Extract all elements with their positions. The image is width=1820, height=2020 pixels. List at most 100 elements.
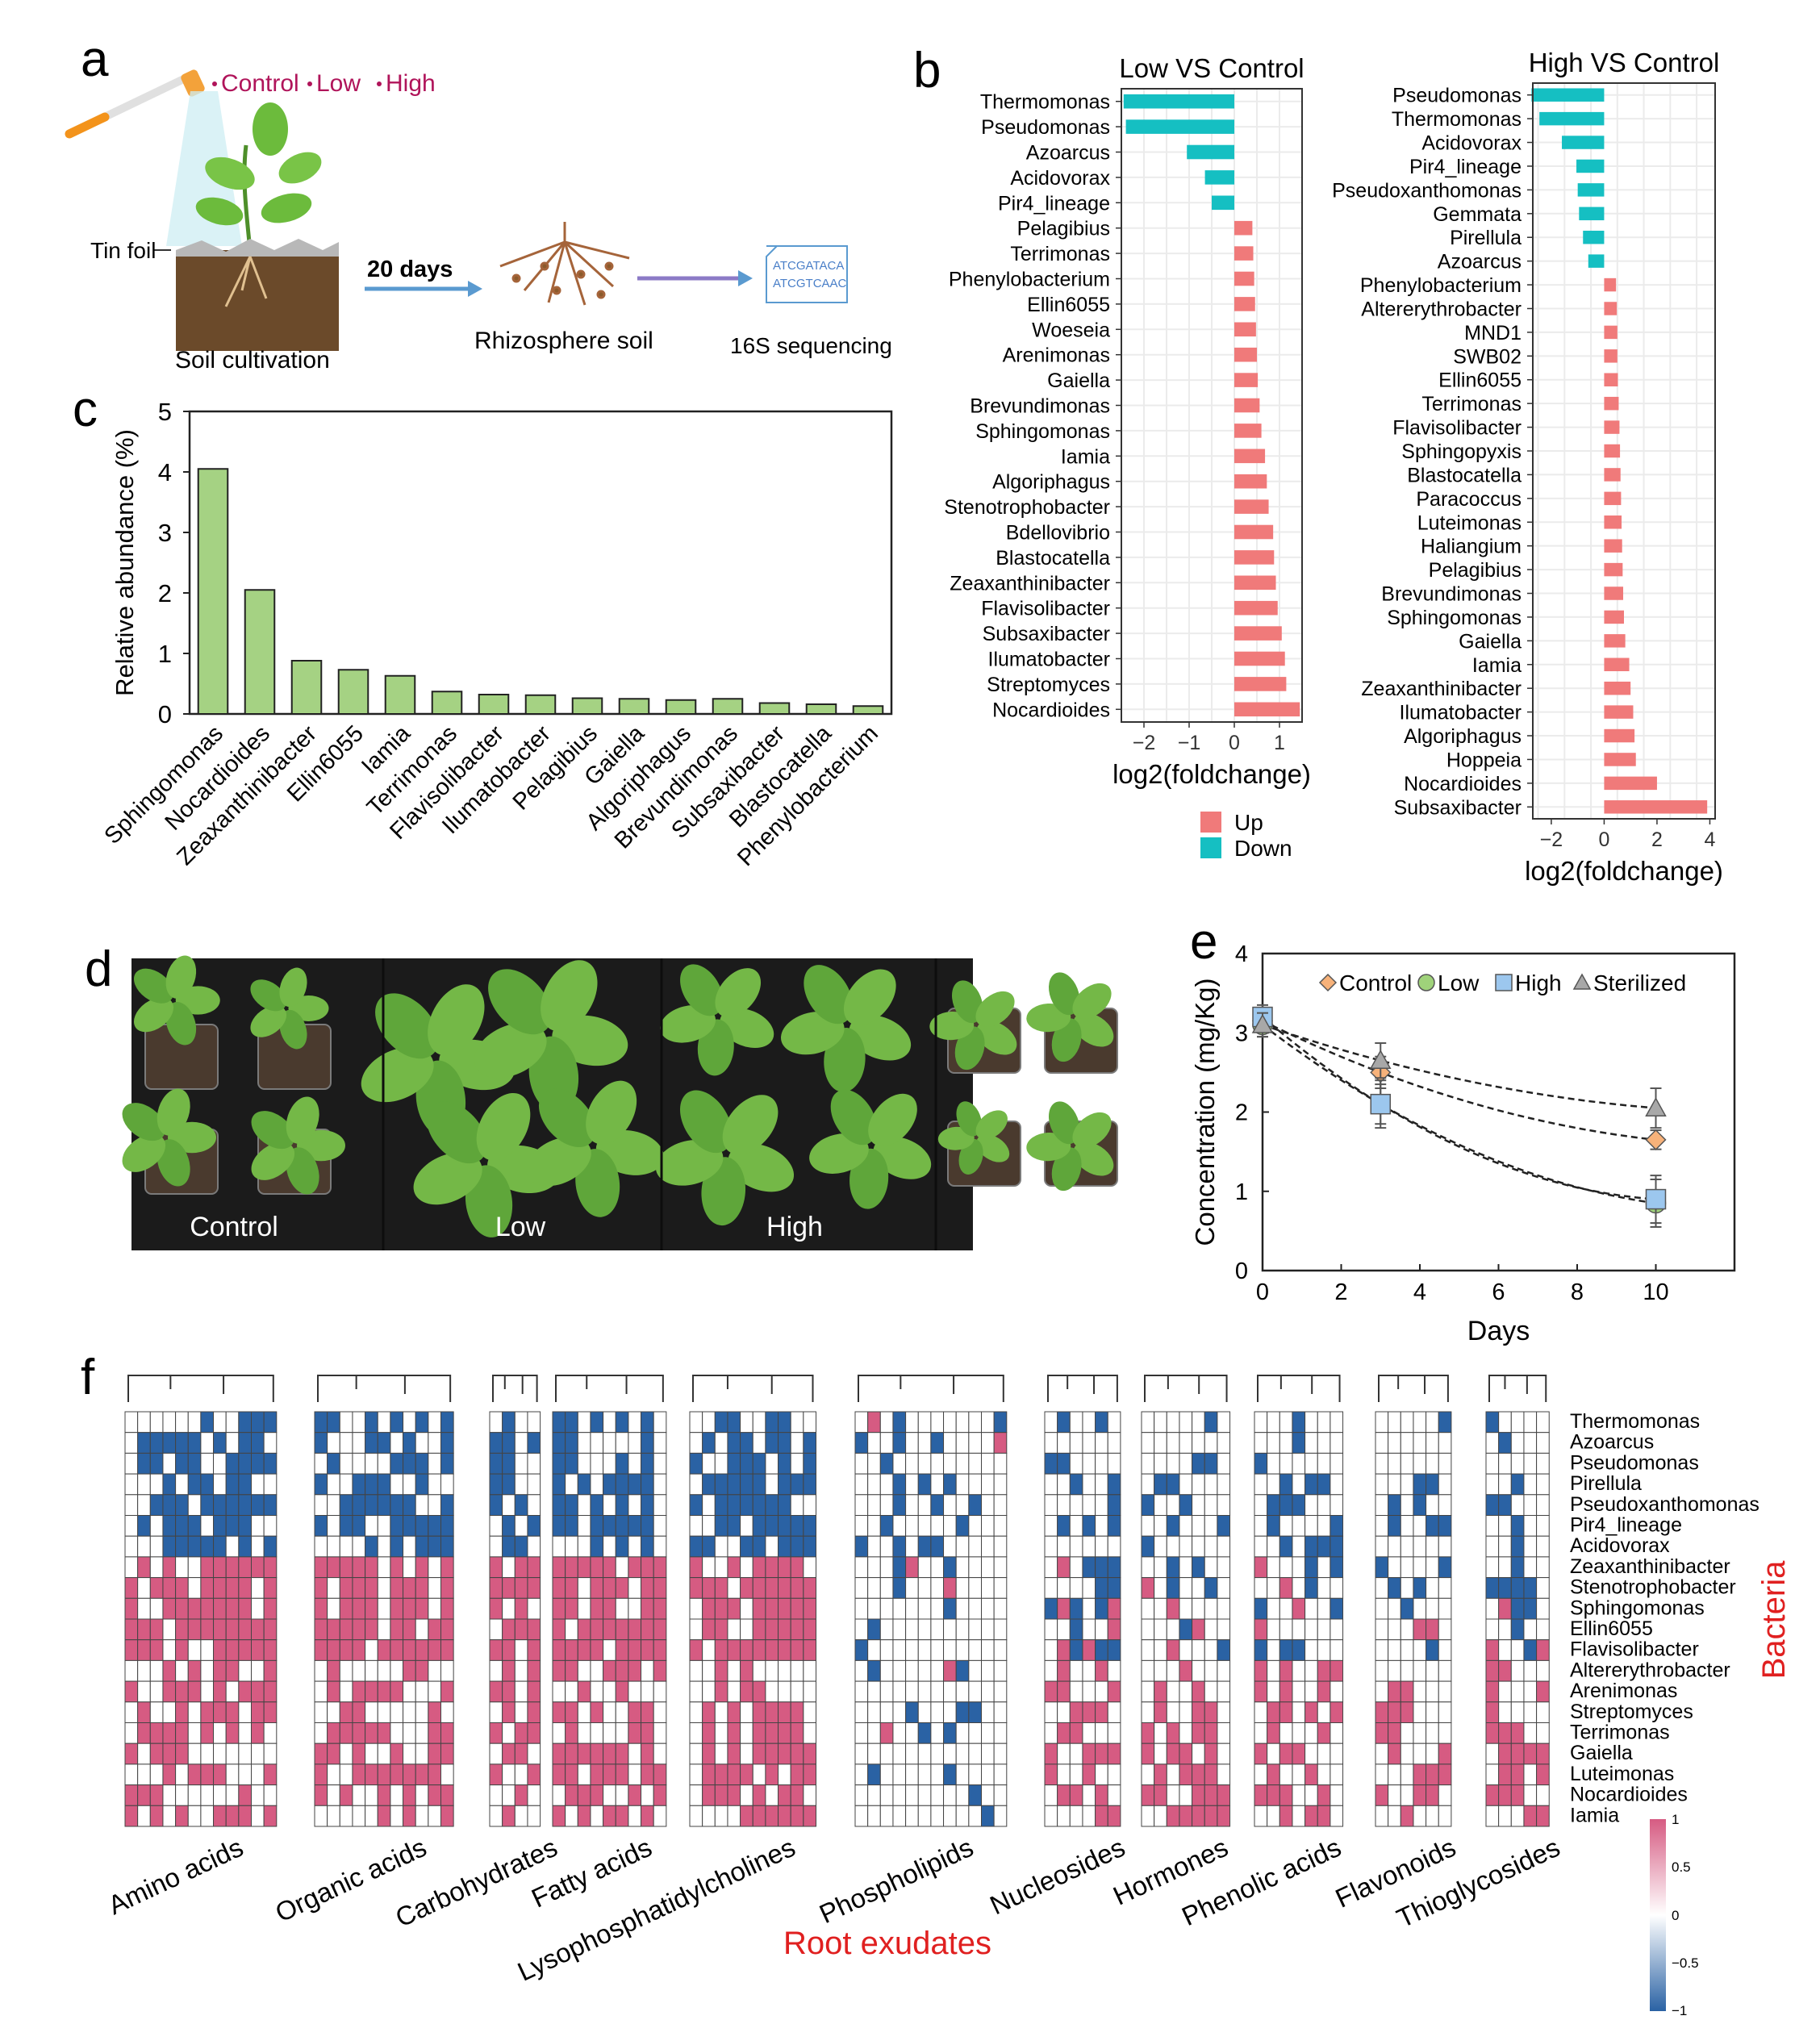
y-tick-label: 1 [1235,1179,1248,1205]
heatmap-cell [778,1473,791,1496]
heatmap-cell [803,1639,816,1661]
heatmap-cell [137,1763,151,1786]
treatment-control: Control [221,70,299,97]
panel-a: a Control Low High Tin foil [65,31,892,374]
x-axis-title: log2(foldchange) [1525,856,1723,886]
heatmap-cell [352,1535,366,1558]
heatmap-cell [1154,1556,1167,1579]
heatmap-cell [124,1763,139,1786]
heatmap-cell [403,1452,416,1475]
heatmap-cell [917,1784,932,1806]
heatmap-cell [175,1784,189,1806]
heatmap-cell [603,1742,616,1765]
heatmap-cell [377,1784,391,1806]
heatmap-cell [502,1473,516,1496]
plant-icon [195,102,322,251]
heatmap-cell [314,1701,328,1724]
heatmap-cell [854,1701,869,1724]
heatmap-cell [124,1784,139,1806]
heatmap-cell [1044,1618,1058,1641]
heatmap-cell [502,1805,516,1827]
heatmap-cell [1510,1432,1525,1454]
heatmap-cell [1107,1659,1121,1682]
category-label: Pir4_lineage [998,192,1110,215]
heatmap-cell [263,1680,278,1703]
heatmap-cell [124,1805,139,1827]
heatmap-cell [943,1639,957,1661]
leaf [474,1022,547,1079]
heatmap-cell [187,1722,202,1744]
heatmap-cell [1204,1535,1218,1558]
data-point [1572,973,1592,990]
heatmap-cell [213,1556,227,1579]
heatmap-cell [1254,1577,1268,1599]
heatmap-cell [1057,1659,1071,1682]
heatmap-cell [993,1473,1008,1496]
heatmap-cell [740,1618,753,1641]
heatmap-cell [428,1784,441,1806]
heatmap-cell [1279,1556,1293,1579]
heatmap-cell [390,1452,404,1475]
bar [1539,111,1605,126]
heatmap-cell [943,1535,957,1558]
colorbar-tick: −1 [1672,2003,1687,2018]
heatmap-cell [124,1432,139,1454]
bar [1604,468,1621,482]
heatmap-cell [365,1494,378,1517]
heatmap-cell [981,1515,995,1537]
heatmap-cell [603,1577,616,1599]
heatmap-cell [993,1618,1008,1641]
x-tick-label: −2 [1540,828,1563,851]
heatmap-cell [905,1473,919,1496]
heatmap-cell [854,1784,869,1806]
row-label: Zeaxanthinibacter [1570,1555,1730,1578]
heatmap-cell [1107,1763,1121,1786]
heatmap-cell [615,1452,629,1475]
category-label: Thermomonas [1392,108,1522,131]
heatmap-cell [1279,1805,1293,1827]
heatmap-cell [1154,1432,1167,1454]
heatmap-cell [225,1556,240,1579]
heatmap-cell [1217,1473,1231,1496]
heatmap-cell [1498,1535,1512,1558]
colorbar-tick: −0.5 [1672,1955,1699,1971]
heatmap-cell [702,1597,716,1620]
sequence-document-icon [766,245,848,303]
heatmap-cell [1044,1411,1058,1434]
heatmap-cell [1082,1535,1096,1558]
heatmap-cell [149,1639,164,1661]
heatmap-cell [489,1701,503,1724]
heatmap-cell [1192,1535,1205,1558]
heatmap-cell [1107,1577,1121,1599]
heatmap-cell [149,1742,164,1765]
heatmap-cell [1141,1515,1155,1537]
heatmap-cell [854,1805,869,1827]
heatmap-cell [1375,1639,1389,1661]
heatmap-cell [653,1556,667,1579]
heatmap-cell [1095,1494,1108,1517]
heatmap-cell [765,1701,779,1724]
heatmap-cell [1166,1494,1180,1517]
legend-label: Sterilized [1593,970,1686,995]
heatmap-cell [1154,1763,1167,1786]
heatmap-cell [1400,1639,1414,1661]
heatmap-cell [1179,1515,1193,1537]
heatmap-cell [1204,1680,1218,1703]
heatmap-cell [514,1494,528,1517]
heatmap-cell [352,1515,366,1537]
heatmap-cell [1304,1411,1318,1434]
heatmap-cell [615,1515,629,1537]
heatmap-cell [162,1577,177,1599]
heatmap-cell [225,1784,240,1806]
heatmap-cell [263,1639,278,1661]
heatmap-cell [752,1680,766,1703]
heatmap-cell [993,1597,1008,1620]
heatmap-cell [1141,1784,1155,1806]
heatmap-cell [955,1763,970,1786]
heatmap-cell [1413,1784,1427,1806]
heatmap-cell [200,1701,215,1724]
heatmap-cell [702,1452,716,1475]
bar [1234,373,1259,387]
category-label: Pirellula [1450,227,1522,249]
